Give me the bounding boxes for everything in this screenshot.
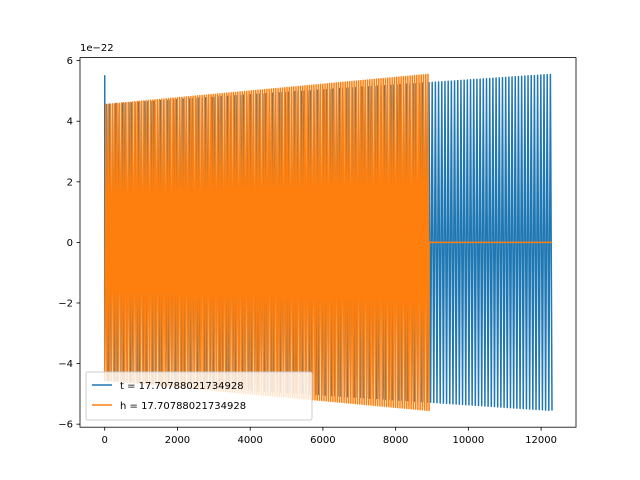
- legend: t = 17.70788021734928 h = 17.707880217349…: [85, 371, 313, 421]
- x-tick-label: 0: [102, 435, 108, 446]
- y-tick-label: 6: [67, 56, 73, 67]
- y-tick-label: 0: [67, 238, 73, 249]
- x-axis: 0 2000 4000 6000 8000 10000 12000: [102, 427, 557, 446]
- x-tick-label: 4000: [237, 435, 262, 446]
- y-tick-label: −2: [58, 298, 73, 309]
- y-tick-label: −6: [58, 420, 73, 431]
- series-layer: [103, 73, 553, 412]
- legend-label: t = 17.70788021734928: [120, 381, 244, 392]
- y-offset-label: 1e−22: [80, 43, 114, 54]
- y-axis: −6 −4 −2 0 2 4 6: [58, 56, 80, 431]
- legend-label: h = 17.70788021734928: [120, 401, 246, 412]
- x-tick-label: 10000: [452, 435, 484, 446]
- x-tick-label: 8000: [383, 435, 408, 446]
- y-tick-label: −4: [58, 359, 73, 370]
- legend-box: [85, 371, 313, 421]
- x-tick-label: 12000: [525, 435, 557, 446]
- y-tick-label: 2: [67, 177, 73, 188]
- x-tick-label: 6000: [310, 435, 335, 446]
- x-tick-label: 2000: [165, 435, 190, 446]
- y-tick-label: 4: [67, 117, 73, 128]
